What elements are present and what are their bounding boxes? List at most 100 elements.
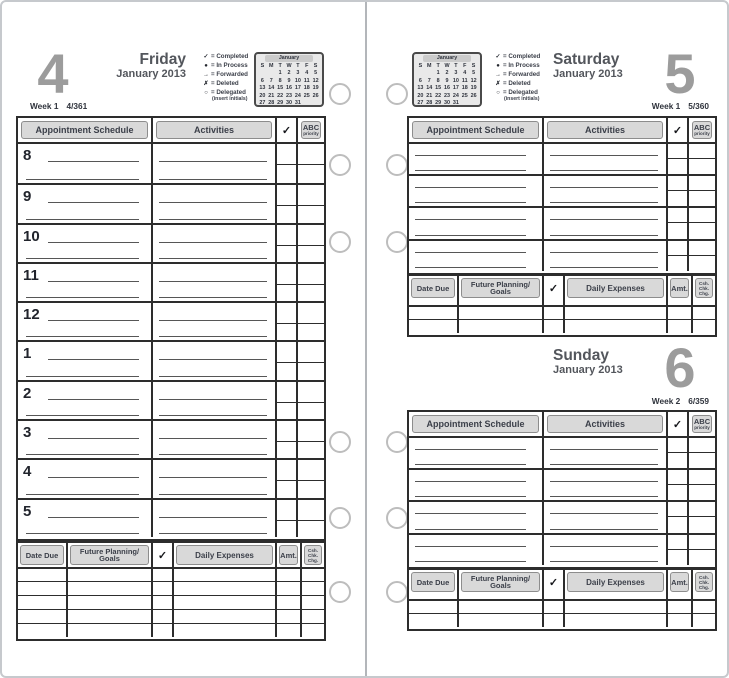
appointment-schedule-label: Appointment Schedule: [412, 415, 539, 433]
legend-symbol-icon: →: [495, 71, 501, 78]
calendar-day: 13: [417, 85, 424, 92]
activities-cell: [151, 224, 275, 246]
appointment-cell: [409, 453, 542, 468]
writing-line: [159, 359, 267, 361]
writing-line: [415, 449, 526, 451]
calendar-weekday: W: [444, 63, 450, 69]
hour-label: 5: [23, 502, 32, 520]
checkmark-icon: ✓: [548, 282, 559, 295]
hour-label: 2: [23, 384, 32, 402]
calendar-day: 7: [427, 77, 431, 84]
daily-expenses-label: Daily Expenses: [567, 278, 664, 298]
expenses-header-row: Date Due Future Planning/Goals ✓ Daily E…: [409, 570, 715, 601]
amount-label: Amt.: [670, 572, 689, 592]
future-planning-cell: [66, 624, 151, 637]
hour-label: 8: [23, 147, 32, 164]
appointment-cell: [409, 191, 542, 206]
calendar-day: [425, 70, 434, 77]
hour-row: 5: [18, 499, 324, 521]
check-cell: [542, 307, 563, 320]
activities-cell: [151, 363, 275, 380]
writing-line: [159, 297, 267, 299]
check-header-cell: ✓: [666, 118, 687, 142]
writing-line: [550, 266, 658, 268]
priority-cell: [296, 144, 324, 165]
calendar-day: [469, 100, 478, 107]
calendar-day: 22: [435, 92, 442, 99]
appointment-cell: [409, 256, 542, 271]
expenses-rows: [18, 569, 324, 637]
schedule-header-row: Appointment Schedule Activities ✓ ABC pri…: [18, 118, 324, 144]
check-cell: [275, 520, 296, 537]
appointment-cell: [409, 144, 542, 159]
writing-line: [48, 202, 139, 204]
week-label-friday: Week 1 4/361: [30, 101, 87, 111]
activities-cell: [542, 470, 666, 486]
expenses-rows: [409, 307, 715, 334]
writing-line: [415, 266, 526, 268]
check-cell: [275, 421, 296, 443]
amount-header-cell: Amt.: [666, 570, 691, 599]
appointment-cell: [18, 324, 151, 340]
expenses-row: [18, 623, 324, 637]
schedule-row: [409, 176, 715, 192]
week-label-sunday: Week 2 6/359: [599, 396, 709, 406]
legend-note: (insert initials): [212, 96, 248, 102]
appointment-cell: [409, 485, 542, 500]
activities-cell: [542, 255, 666, 271]
calendar-day: 10: [294, 77, 301, 84]
calendar-day: [416, 70, 425, 77]
writing-line: [159, 375, 267, 377]
calendar-day: 4: [463, 70, 467, 77]
activities-cell: [151, 442, 275, 459]
appointment-cell: [18, 206, 151, 222]
date-due-header-cell: Date Due: [409, 570, 457, 599]
calendar-day: 1: [436, 70, 440, 77]
future-planning-header-cell: Future Planning/Goals: [457, 276, 542, 305]
calendar-day: 5: [472, 70, 476, 77]
half-hour-row: [18, 442, 324, 459]
hour-row: 3: [18, 421, 324, 443]
check-cell: [666, 144, 687, 160]
calendar-weekday: F: [463, 63, 467, 69]
hour-block: 5: [18, 497, 324, 537]
priority-cell: [687, 438, 715, 454]
checkmark-icon: ✓: [672, 418, 683, 431]
priority-cell: [296, 206, 324, 223]
check-cell: [275, 481, 296, 498]
week-number: Week 1: [651, 101, 681, 111]
appointment-cell: [18, 442, 151, 458]
date-due-label: Date Due: [20, 545, 64, 565]
calendar-day: 19: [470, 85, 477, 92]
half-hour-row: [18, 206, 324, 223]
appointment-header-cell: Appointment Schedule: [409, 412, 542, 436]
calendar-day: 8: [436, 77, 440, 84]
payment-type-cell: [300, 569, 324, 582]
check-cell: [275, 363, 296, 380]
hour-block: 9: [18, 183, 324, 223]
calendar-day: 3: [454, 70, 458, 77]
day-month-year: January 2013: [553, 364, 623, 376]
priority-cell: [296, 342, 324, 364]
writing-line: [415, 513, 526, 515]
day-of-year: 4/361: [66, 101, 88, 111]
date-due-label: Date Due: [411, 572, 455, 592]
future-planning-label: Future Planning/Goals: [461, 572, 540, 592]
day-of-year: 5/360: [688, 101, 709, 111]
writing-line: [550, 251, 658, 253]
writing-line: [26, 454, 139, 456]
legend-label: = In Process: [503, 62, 540, 69]
calendar-day: 29: [435, 100, 442, 107]
calendar-day: 14: [426, 85, 433, 92]
future-planning-cell: [457, 320, 542, 334]
schedule-row: [409, 208, 715, 224]
priority-cell: [687, 255, 715, 271]
writing-line: [159, 532, 267, 534]
calendar-day: 17: [294, 85, 301, 92]
activities-cell: [151, 206, 275, 223]
check-cell: [275, 342, 296, 364]
appointment-cell: [409, 159, 542, 174]
activities-cell: [151, 245, 275, 262]
writing-line: [415, 234, 526, 236]
